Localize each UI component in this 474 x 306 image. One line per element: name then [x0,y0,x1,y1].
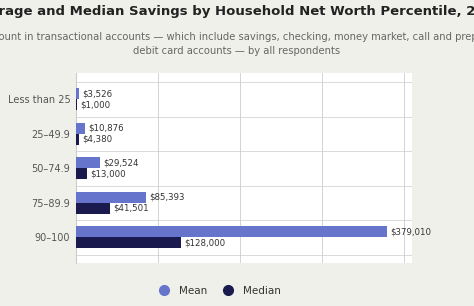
Text: $379,010: $379,010 [390,227,431,236]
Bar [76,123,85,134]
Text: $85,393: $85,393 [149,193,185,202]
Bar [76,168,87,179]
Text: $4,380: $4,380 [83,135,113,144]
Text: $3,526: $3,526 [82,89,112,98]
Bar [76,157,100,168]
Bar [76,237,181,248]
Bar [76,226,387,237]
Bar [76,192,146,203]
Text: $13,000: $13,000 [90,169,126,178]
Text: Average and Median Savings by Household Net Worth Percentile, 2022: Average and Median Savings by Household … [0,5,474,17]
Bar [76,88,79,99]
Text: $29,524: $29,524 [103,158,139,167]
Text: $128,000: $128,000 [184,238,225,247]
Text: $41,501: $41,501 [113,204,149,213]
Text: $1,000: $1,000 [80,100,110,109]
Text: Amount in transactional accounts — which include savings, checking, money market: Amount in transactional accounts — which… [0,32,474,56]
Bar [76,134,80,145]
Legend: Mean, Median: Mean, Median [150,281,284,300]
Text: $10,876: $10,876 [88,124,124,133]
Bar [76,99,77,110]
Bar [76,203,110,214]
